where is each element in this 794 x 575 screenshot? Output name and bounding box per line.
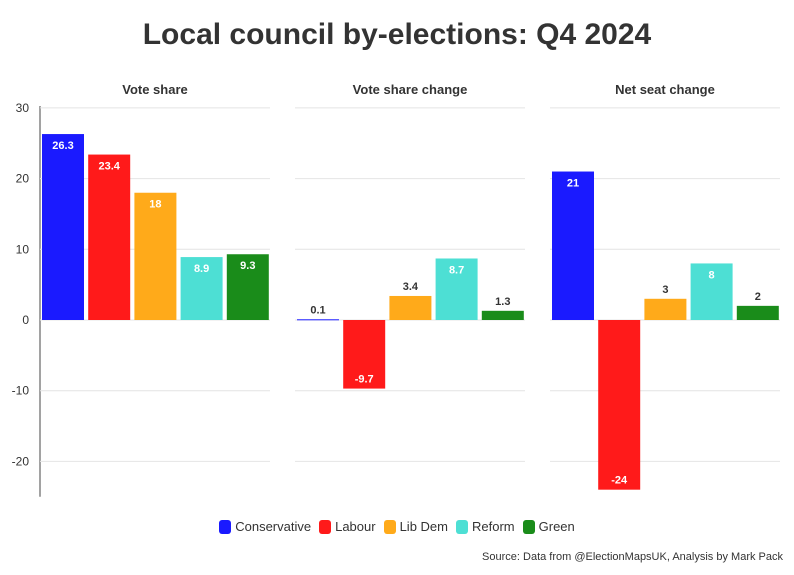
bar-reform — [435, 258, 478, 320]
data-label: 8.9 — [194, 263, 209, 275]
legend-swatch — [456, 519, 468, 534]
data-label: 26.3 — [52, 140, 73, 152]
bar-conservative — [42, 134, 84, 320]
bar-conservative — [552, 171, 594, 320]
data-label: 8 — [709, 269, 715, 281]
bar-green — [736, 305, 779, 320]
bar-conservative — [297, 319, 339, 321]
panel-title: Vote share change — [353, 82, 468, 97]
bar-lib-dem — [389, 295, 432, 320]
data-label: 3 — [662, 284, 668, 296]
data-label: 1.3 — [495, 296, 510, 308]
data-label: -24 — [611, 475, 628, 487]
bar-green — [226, 254, 269, 320]
legend-swatch — [219, 519, 232, 534]
y-tick-label: 20 — [16, 172, 30, 186]
data-label: 9.3 — [240, 260, 255, 272]
data-label: 2 — [755, 291, 761, 303]
data-label: 23.4 — [98, 161, 120, 173]
legend-item: Labour — [319, 519, 376, 534]
y-tick-label: -20 — [12, 454, 30, 468]
legend: Conservative Labour Lib Dem Reform Green — [0, 519, 794, 534]
legend-swatch — [522, 519, 535, 534]
legend-item: Reform — [456, 519, 515, 534]
legend-label: Conservative — [235, 519, 312, 534]
bar-lib-dem — [644, 298, 687, 320]
legend-swatch — [319, 519, 332, 534]
bar-reform — [180, 257, 223, 320]
data-label: 21 — [567, 178, 579, 190]
legend-swatch — [383, 519, 396, 534]
y-tick-label: -10 — [12, 384, 30, 398]
legend-item: Lib Dem — [383, 519, 448, 534]
data-label: 3.4 — [403, 281, 419, 293]
source-caption: Source: Data from @ElectionMapsUK, Analy… — [482, 551, 783, 563]
bar-reform — [690, 263, 733, 320]
legend-label: Lib Dem — [399, 519, 448, 534]
bar-lib-dem — [134, 192, 177, 320]
legend-label: Green — [538, 519, 575, 534]
legend-item: Conservative — [219, 519, 311, 534]
legend-label: Reform — [472, 519, 515, 534]
panel-title: Net seat change — [615, 82, 715, 97]
chart-title: Local council by-elections: Q4 2024 — [142, 18, 652, 51]
bar-labour — [88, 154, 131, 320]
y-tick-label: 30 — [16, 101, 30, 115]
data-label: 0.1 — [310, 304, 325, 316]
y-tick-label: 10 — [16, 242, 30, 256]
bar-labour — [343, 320, 386, 389]
bar-labour — [598, 320, 641, 490]
panel-title: Vote share — [122, 82, 188, 97]
y-tick-label: 0 — [22, 313, 29, 327]
legend-item: Green — [522, 519, 575, 534]
bar-green — [481, 310, 524, 320]
data-label: 18 — [149, 199, 161, 211]
data-label: 8.7 — [449, 264, 464, 276]
data-label: -9.7 — [355, 374, 374, 386]
legend-label: Labour — [335, 519, 376, 534]
